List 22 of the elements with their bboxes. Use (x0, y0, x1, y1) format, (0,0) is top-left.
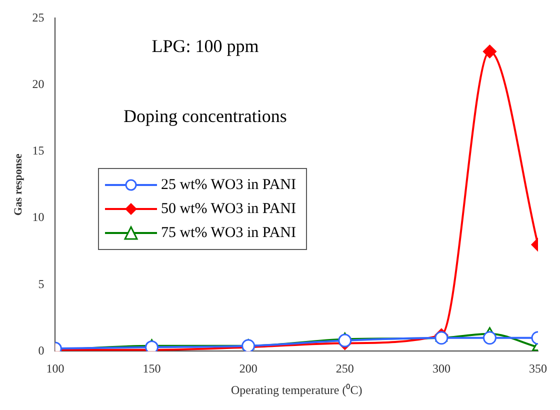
x-tick-label: 250 (336, 362, 354, 376)
annotation: LPG: 100 ppm (152, 36, 259, 56)
x-tick-label: 100 (46, 362, 64, 376)
x-tick-label: 150 (142, 362, 161, 376)
y-tick-label: 5 (38, 276, 44, 291)
legend-label: 50 wt% WO3 in PANI (161, 200, 296, 218)
point (482, 331, 496, 345)
legend-label: 75 wt% WO3 in PANI (161, 224, 296, 242)
x-axis-title: Operating temperature (⁰C) (230, 382, 362, 397)
y-tick-label: 0 (38, 343, 44, 358)
y-tick-label: 10 (32, 210, 44, 224)
y-axis-title: Gas response (12, 154, 24, 216)
y-tick-label: 15 (32, 144, 44, 158)
x-tick-label: 350 (529, 362, 547, 376)
y-tick-label: 20 (32, 76, 44, 91)
legend-label: 25 wt% WO3 in PANI (161, 176, 296, 194)
point (434, 331, 448, 345)
y-tick-label: 25 (32, 10, 44, 24)
annotation: Doping concentrations (123, 106, 287, 126)
x-tick-label: 200 (239, 362, 258, 376)
point (338, 334, 352, 348)
x-tick-label: 300 (432, 362, 450, 376)
